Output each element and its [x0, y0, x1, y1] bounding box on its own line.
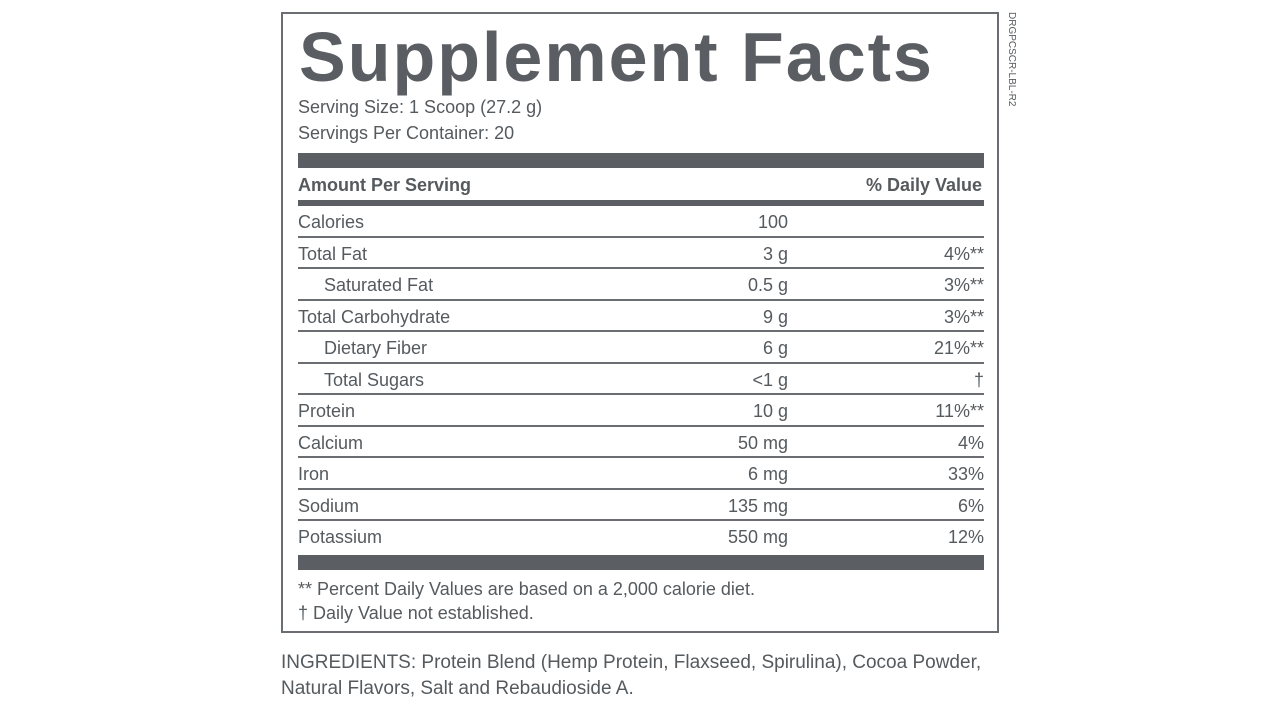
amount-per-serving-header: Amount Per Serving	[298, 175, 472, 195]
nutrient-name: Calcium	[298, 432, 364, 453]
nutrient-table: Calories 100 Total Fat 3 g 4%** Saturated Fat…	[298, 206, 984, 551]
daily-value-footnote: ** Percent Daily Values are based on a 2…	[298, 579, 755, 599]
nutrient-amount: 6 g	[762, 338, 788, 358]
nutrient-amount: 10 g	[752, 401, 788, 421]
nutrient-amount: <1 g	[752, 369, 788, 390]
nutrient-name: Calories	[298, 212, 365, 232]
nutrient-daily-value: 33%	[947, 464, 984, 484]
supplement-facts-panel: Supplement Facts Serving Size: 1 Scoop (…	[281, 12, 999, 633]
nutrient-daily-value: 3%**	[943, 275, 984, 295]
table-row: Calcium 50 mg 4%	[298, 427, 984, 458]
table-row: Saturated Fat 0.5 g 3%**	[298, 269, 984, 301]
nutrient-amount: 3 g	[762, 243, 788, 264]
table-row: Total Carbohydrate 9 g 3%**	[298, 301, 984, 332]
table-row: Dietary Fiber 6 g 21%**	[298, 332, 984, 364]
nutrient-name: Total Fat	[298, 243, 368, 264]
nutrient-amount: 50 mg	[737, 432, 788, 453]
nutrient-amount: 0.5 g	[747, 275, 788, 295]
table-row: Total Sugars <1 g †	[298, 364, 984, 395]
nutrient-name: Dietary Fiber	[324, 338, 428, 358]
nutrient-name: Protein	[298, 401, 356, 421]
nutrient-name: Total Sugars	[324, 369, 425, 390]
nutrient-daily-value: 12%	[947, 527, 984, 547]
table-row: Protein 10 g 11%**	[298, 395, 984, 427]
nutrient-daily-value: 11%**	[935, 401, 984, 421]
table-row: Iron 6 mg 33%	[298, 458, 984, 490]
nutrient-daily-value: 6%	[957, 495, 984, 516]
nutrient-daily-value: 21%**	[933, 338, 984, 358]
panel-title: Supplement Facts	[299, 18, 934, 96]
nutrient-amount: 550 mg	[727, 527, 788, 547]
nutrient-name: Saturated Fat	[324, 275, 434, 295]
nutrient-amount: 100	[757, 212, 788, 232]
nutrient-daily-value: †	[973, 369, 984, 390]
daily-value-header: % Daily Value	[865, 175, 982, 195]
servings-per-container: Servings Per Container: 20	[298, 123, 515, 143]
nutrient-daily-value: 4%	[957, 432, 984, 453]
not-established-footnote: † Daily Value not established.	[298, 603, 534, 623]
table-row: Sodium 135 mg 6%	[298, 490, 984, 521]
nutrient-name: Iron	[298, 464, 330, 484]
nutrient-name: Sodium	[298, 495, 360, 516]
table-row: Potassium 550 mg 12%	[298, 521, 984, 551]
ingredients-text: INGREDIENTS: Protein Blend (Hemp Protein…	[281, 652, 982, 699]
nutrient-daily-value: 4%**	[943, 243, 984, 264]
table-row: Calories 100	[298, 206, 984, 238]
nutrient-daily-value: 3%**	[943, 306, 984, 327]
nutrient-name: Potassium	[298, 527, 383, 547]
nutrient-amount: 135 mg	[727, 495, 788, 516]
nutrient-amount: 6 mg	[747, 464, 788, 484]
header-divider-bar	[298, 200, 984, 206]
nutrient-amount: 9 g	[762, 306, 788, 327]
serving-size: Serving Size: 1 Scoop (27.2 g)	[298, 97, 543, 117]
bottom-divider-bar	[298, 555, 984, 570]
label-code: DRGPCSCR-LBL-R2	[1006, 12, 1017, 107]
table-row: Total Fat 3 g 4%**	[298, 238, 984, 269]
nutrient-name: Total Carbohydrate	[298, 306, 451, 327]
top-divider-bar	[298, 153, 984, 168]
